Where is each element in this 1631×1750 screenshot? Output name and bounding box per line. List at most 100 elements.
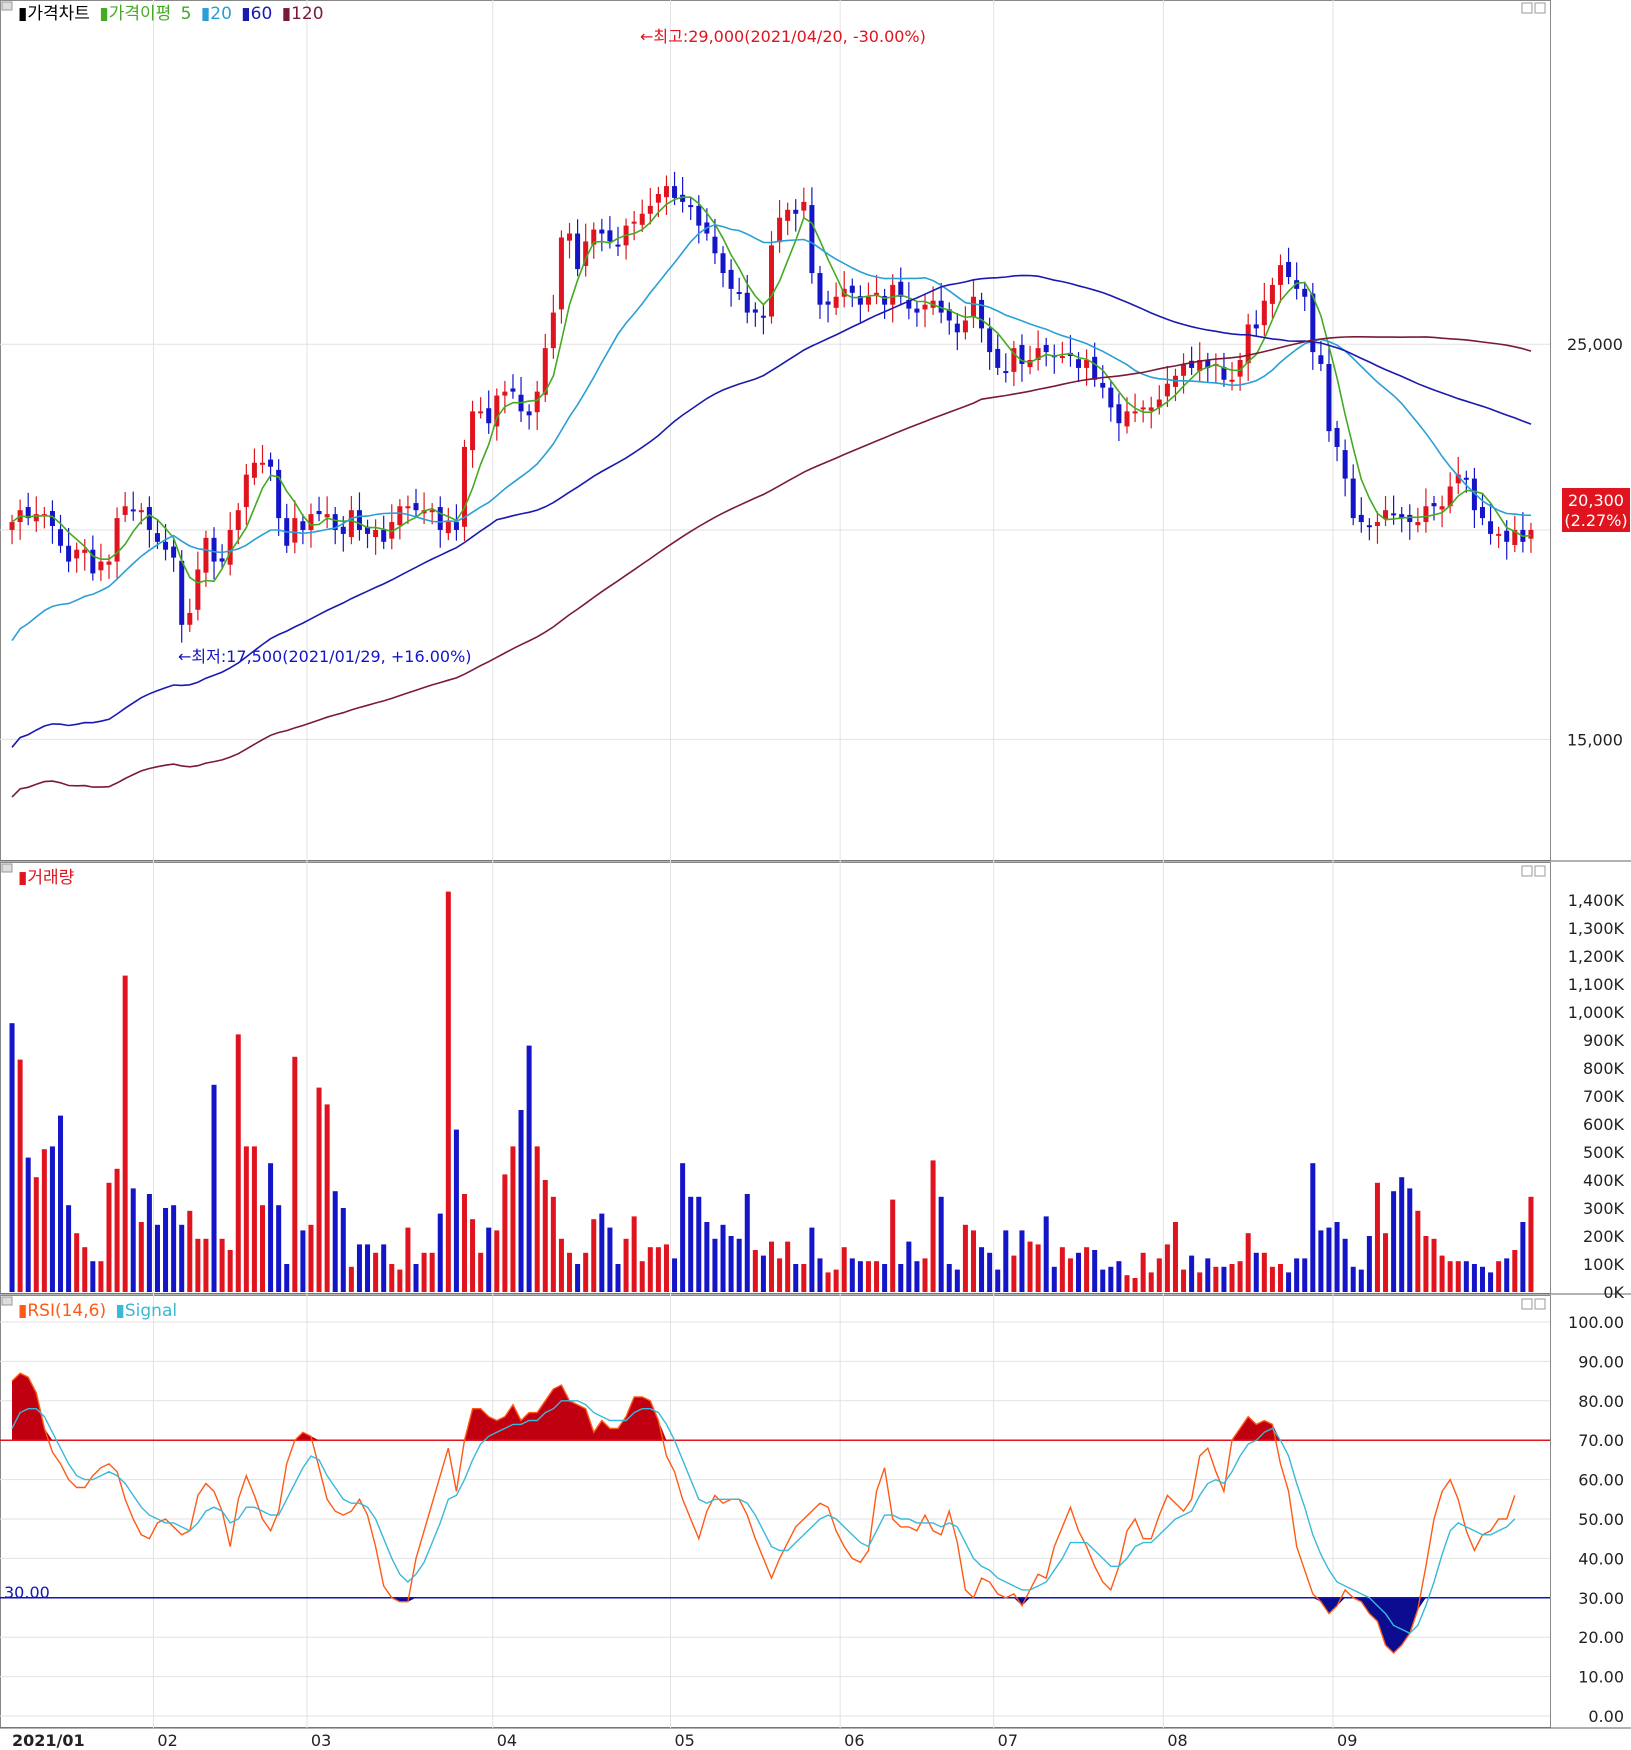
- candle-body: [777, 217, 783, 243]
- last-price-label: 20,300: [1568, 491, 1624, 510]
- candle-body: [906, 299, 912, 309]
- price-legend[interactable]: ▮가격차트 ▮가격이평 5 ▮20 ▮60 ▮120: [18, 4, 324, 24]
- volume-bar: [41, 1149, 47, 1292]
- candle-body: [1059, 356, 1065, 359]
- volume-bar: [1011, 1255, 1017, 1292]
- candle-body: [130, 509, 136, 512]
- candle-body: [1512, 529, 1518, 545]
- candle-body: [534, 391, 540, 413]
- candle-body: [235, 510, 241, 530]
- volume-bar: [1003, 1230, 1009, 1292]
- rsi-tick-label: 100.00: [1568, 1313, 1624, 1332]
- candle-body: [1488, 521, 1494, 534]
- volume-bar: [1197, 1272, 1203, 1292]
- candle-body: [1415, 522, 1421, 526]
- rsi-tick-label: 90.00: [1578, 1352, 1624, 1371]
- price-panel-menu-icon[interactable]: [1, 1, 13, 11]
- price-maximize-icon[interactable]: [1521, 2, 1533, 14]
- candle-body: [1035, 348, 1041, 360]
- last-change-label: (2.27%): [1564, 511, 1627, 530]
- candle-body: [1027, 360, 1033, 368]
- volume-bar: [429, 1252, 435, 1292]
- rsi-maximize-icon[interactable]: [1521, 1298, 1533, 1310]
- candle-body: [898, 281, 904, 297]
- rsi-panel-menu-icon[interactable]: [1, 1296, 13, 1306]
- rsi-legend[interactable]: ▮RSI(14,6) ▮Signal: [18, 1301, 177, 1321]
- candle-body: [542, 348, 548, 395]
- date-tick-label: 04: [497, 1731, 517, 1750]
- volume-bar: [292, 1056, 298, 1292]
- rsi-close-icon[interactable]: [1534, 1298, 1546, 1310]
- candle-body: [1528, 529, 1534, 539]
- volume-bar: [898, 1264, 904, 1292]
- volume-maximize-icon[interactable]: [1521, 865, 1533, 877]
- ma-20-line: [11, 223, 1532, 642]
- volume-tick-label: 1,400K: [1568, 891, 1625, 910]
- volume-bar: [90, 1261, 96, 1292]
- volume-bar: [1366, 1236, 1372, 1292]
- volume-bar: [284, 1264, 290, 1292]
- price-close-icon[interactable]: [1534, 2, 1546, 14]
- candle-body: [316, 510, 322, 515]
- volume-panel-menu-icon[interactable]: [1, 863, 13, 873]
- volume-bar: [74, 1233, 80, 1292]
- volume-bar: [179, 1224, 185, 1292]
- candle-body: [728, 269, 734, 289]
- volume-bar: [1391, 1191, 1397, 1292]
- legend-marker-ma120: ▮: [282, 4, 291, 24]
- volume-tick-label: 300K: [1583, 1199, 1625, 1218]
- volume-bar: [720, 1224, 726, 1292]
- candle-body: [1374, 522, 1380, 526]
- candle-body: [1084, 360, 1090, 368]
- rsi-line: [11, 1372, 1516, 1654]
- ma-120-line: [11, 336, 1532, 798]
- legend-marker-signal: ▮: [116, 1301, 125, 1321]
- candle-body: [1253, 324, 1259, 329]
- candle-body: [874, 292, 880, 295]
- volume-bar: [365, 1244, 371, 1292]
- candle-body: [171, 546, 177, 558]
- volume-bar: [962, 1224, 968, 1292]
- candle-body: [1479, 507, 1485, 519]
- volume-bar: [106, 1182, 112, 1292]
- volume-bar: [276, 1205, 282, 1292]
- rsi-tick-label: 0.00: [1588, 1707, 1624, 1726]
- candle-body: [979, 299, 985, 329]
- candle-body: [429, 510, 435, 513]
- candle-body: [1197, 360, 1203, 372]
- volume-bar: [138, 1222, 144, 1292]
- volume-bar: [615, 1264, 621, 1292]
- candle-body: [1124, 411, 1130, 427]
- ma-60-line: [11, 274, 1532, 748]
- candle-body: [752, 309, 758, 313]
- candle-body: [575, 233, 581, 270]
- candle-body: [494, 395, 500, 427]
- volume-bar: [82, 1247, 88, 1292]
- volume-bar: [154, 1224, 160, 1292]
- volume-legend[interactable]: ▮거래량: [18, 868, 75, 888]
- candle-body: [1366, 525, 1372, 528]
- candle-body: [478, 411, 484, 414]
- volume-bar: [801, 1264, 807, 1292]
- candle-body: [1358, 514, 1364, 523]
- candle-body: [1383, 510, 1389, 519]
- candle-body: [655, 194, 661, 203]
- high-annotation: ←최고:29,000(2021/04/20, -30.00%): [640, 27, 926, 46]
- volume-bar: [1358, 1269, 1364, 1292]
- candle-body: [66, 545, 72, 562]
- volume-bar: [542, 1180, 548, 1292]
- volume-close-icon[interactable]: [1534, 865, 1546, 877]
- volume-bar: [631, 1216, 637, 1292]
- volume-bar: [486, 1227, 492, 1292]
- candle-body: [607, 230, 613, 242]
- volume-bar: [1488, 1272, 1494, 1292]
- volume-bar: [17, 1059, 23, 1292]
- volume-bar: [1342, 1238, 1348, 1292]
- volume-bar: [146, 1194, 152, 1292]
- volume-tick-label: 600K: [1583, 1115, 1625, 1134]
- volume-bar: [453, 1129, 459, 1292]
- volume-bar: [1132, 1278, 1138, 1292]
- volume-bar: [219, 1238, 225, 1292]
- volume-bar: [1520, 1222, 1526, 1292]
- candle-body: [736, 292, 742, 295]
